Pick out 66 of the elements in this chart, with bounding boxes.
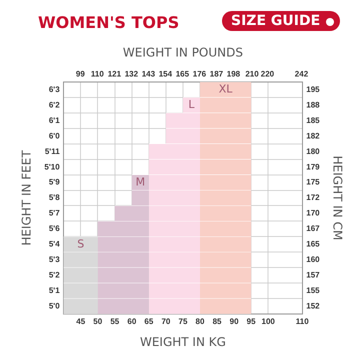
y2-tick-label: 195 [306,84,320,94]
x-tick-label: 60 [127,317,137,326]
chart-title: WOMEN'S TOPS [38,13,180,32]
x2-tick-label: 99 [76,69,86,78]
y2-tick-label: 182 [306,131,320,140]
y-tick-label: 5'2 [48,270,60,280]
x2-tick-label: 110 [90,69,104,78]
x2-tick-label: 154 [158,69,173,78]
y2-tick-label: 160 [306,255,320,264]
x2-tick-label: 165 [176,69,190,78]
x-tick-label: 85 [212,317,222,326]
y-tick-label: 5'0 [48,301,60,310]
x-tick-label: 65 [144,317,154,326]
series-label: L [188,98,196,112]
x-tick-label: 75 [178,317,188,326]
y2-tick-label: 170 [306,208,320,218]
y2-tick-label: 175 [306,178,320,187]
x2-tick-label: 132 [124,69,139,78]
x-tick-label: 90 [230,317,240,326]
y2-tick-label: 165 [306,240,320,249]
x2-tick-label: 242 [294,69,309,78]
y-tick-label: 5'11 [44,146,60,156]
series-label: XL [218,82,234,96]
y2-tick-label: 172 [306,193,320,202]
y-tick-label: 5'9 [48,178,60,187]
y2-tick-label: 157 [306,270,320,280]
y-tick-label: 5'6 [48,224,60,234]
y-tick-label: 5'4 [48,240,60,249]
y2-axis-title: HEIGHT IN CM [330,156,345,240]
y2-tick-label: 167 [306,224,320,234]
y-axis-title: HEIGHT IN FEET [19,150,34,246]
y-tick-label: 6'0 [48,131,60,140]
x2-tick-label: 143 [142,69,156,78]
y2-tick-label: 152 [306,301,320,310]
x2-tick-label: 198 [226,69,241,78]
y2-tick-label: 179 [306,162,320,172]
y-tick-label: 5'1 [48,286,60,296]
y-tick-label: 6'1 [48,116,60,125]
x2-tick-label: 121 [108,69,122,78]
x2-tick-label: 176 [192,69,207,78]
y2-tick-label: 188 [306,100,320,110]
x2-tick-label: 220 [260,69,275,78]
y-tick-label: 6'3 [48,84,60,94]
series-label: S [77,237,84,250]
y2-tick-label: 180 [306,146,320,156]
y2-tick-label: 185 [306,116,320,125]
chart-subtitle: SIZE GUIDE [231,13,320,29]
y-tick-label: 5'7 [48,208,60,218]
y-tick-label: 6'2 [48,100,60,110]
x-tick-label: 80 [196,317,205,326]
y-tick-label: 5'3 [48,255,60,264]
y-tick-label: 5'8 [48,193,60,202]
x-axis-title: WEIGHT IN KG [140,334,226,349]
x-tick-label: 100 [261,317,276,326]
x-tick-label: 95 [246,317,256,326]
y-tick-label: 5'10 [44,162,60,172]
x2-axis-title: WEIGHT IN POUNDS [122,45,243,60]
x2-tick-label: 187 [210,69,224,78]
y2-tick-label: 155 [306,286,320,296]
series-label: M [136,175,146,188]
x-tick-label: 45 [76,317,86,326]
x-tick-label: 50 [93,317,103,326]
x-tick-label: 70 [161,317,171,326]
x2-tick-label: 210 [245,69,260,78]
x-tick-label: 55 [110,317,120,326]
x-tick-label: 110 [296,317,310,326]
